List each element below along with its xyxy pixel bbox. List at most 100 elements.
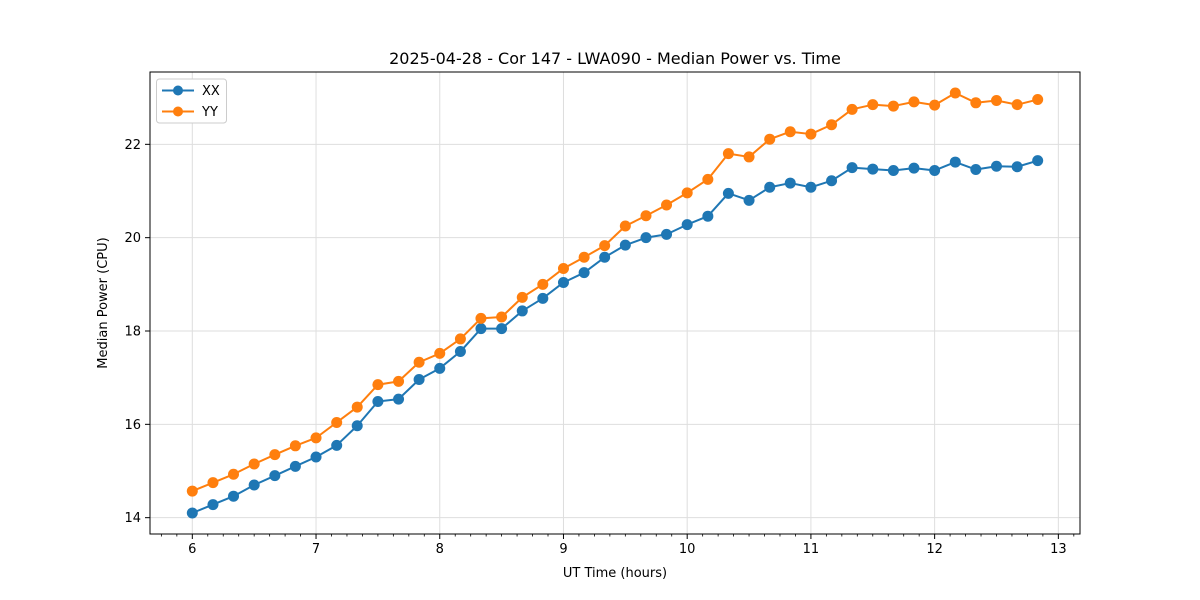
data-point-xx bbox=[351, 420, 363, 432]
data-point-xx bbox=[475, 323, 487, 335]
data-point-xx bbox=[784, 177, 796, 189]
data-point-xx bbox=[990, 160, 1002, 172]
data-point-yy bbox=[784, 126, 796, 138]
data-point-yy bbox=[805, 128, 817, 140]
data-point-xx bbox=[537, 292, 549, 304]
data-point-yy bbox=[578, 251, 590, 263]
data-point-yy bbox=[640, 210, 652, 222]
axes-spines bbox=[149, 71, 1081, 535]
data-point-xx bbox=[640, 232, 652, 244]
y-tick-label: 20 bbox=[124, 231, 141, 246]
data-point-xx bbox=[599, 251, 611, 263]
x-tick-label: 10 bbox=[679, 542, 696, 557]
data-point-yy bbox=[702, 173, 714, 185]
data-point-yy bbox=[990, 94, 1002, 106]
data-point-yy bbox=[310, 432, 322, 444]
data-point-yy bbox=[846, 103, 858, 115]
legend: XX YY bbox=[156, 78, 227, 124]
data-point-xx bbox=[557, 276, 569, 288]
data-point-yy bbox=[186, 485, 198, 497]
data-point-xx bbox=[929, 164, 941, 176]
data-point-yy bbox=[496, 311, 508, 323]
data-point-yy bbox=[372, 379, 384, 391]
data-point-xx bbox=[949, 156, 961, 168]
data-point-xx bbox=[702, 210, 714, 222]
x-tick-label: 7 bbox=[312, 542, 320, 557]
grid-lines bbox=[150, 72, 1080, 534]
data-point-yy bbox=[537, 278, 549, 290]
x-tick-label: 8 bbox=[436, 542, 444, 557]
y-axis-label: Median Power (CPU) bbox=[96, 237, 111, 368]
data-point-yy bbox=[722, 148, 734, 160]
data-point-yy bbox=[1011, 99, 1023, 111]
data-point-yy bbox=[867, 99, 879, 111]
data-point-xx bbox=[722, 187, 734, 199]
data-point-yy bbox=[269, 449, 281, 461]
data-point-yy bbox=[743, 151, 755, 163]
data-point-xx bbox=[661, 228, 673, 240]
data-point-yy bbox=[248, 458, 260, 470]
data-point-yy bbox=[764, 133, 776, 145]
chart-title: 2025-04-28 - Cor 147 - LWA090 - Median P… bbox=[389, 49, 841, 68]
data-point-xx bbox=[619, 239, 631, 251]
data-point-xx bbox=[743, 194, 755, 206]
x-axis-label: UT Time (hours) bbox=[563, 566, 667, 581]
data-point-yy bbox=[887, 100, 899, 112]
x-tick-label: 12 bbox=[926, 542, 943, 557]
data-point-xx bbox=[867, 163, 879, 175]
data-point-yy bbox=[413, 356, 425, 368]
data-point-yy bbox=[1032, 94, 1044, 106]
x-tick-label: 9 bbox=[559, 542, 567, 557]
data-point-xx bbox=[248, 479, 260, 491]
data-point-yy bbox=[908, 96, 920, 108]
data-point-xx bbox=[228, 490, 240, 502]
data-point-yy bbox=[454, 333, 466, 345]
y-tick-label: 22 bbox=[124, 138, 141, 153]
data-point-yy bbox=[681, 187, 693, 199]
data-point-xx bbox=[289, 460, 301, 472]
data-point-yy bbox=[949, 87, 961, 99]
data-point-xx bbox=[681, 219, 693, 231]
data-point-xx bbox=[310, 451, 322, 463]
legend-label: YY bbox=[201, 105, 218, 120]
x-tick-label: 13 bbox=[1050, 542, 1067, 557]
y-tick-label: 14 bbox=[124, 511, 141, 526]
data-point-xx bbox=[269, 470, 281, 482]
data-point-xx bbox=[887, 164, 899, 176]
data-point-yy bbox=[434, 347, 446, 359]
data-point-yy bbox=[351, 401, 363, 413]
data-point-yy bbox=[929, 99, 941, 111]
data-point-xx bbox=[186, 507, 198, 519]
data-point-xx bbox=[413, 374, 425, 386]
data-point-xx bbox=[826, 175, 838, 187]
legend-marker bbox=[173, 106, 183, 117]
x-tick-label: 11 bbox=[803, 542, 820, 557]
data-point-xx bbox=[1032, 155, 1044, 167]
plot-background bbox=[150, 72, 1080, 534]
data-point-yy bbox=[557, 262, 569, 274]
data-point-yy bbox=[599, 240, 611, 252]
data-point-xx bbox=[434, 362, 446, 374]
data-series-layer bbox=[186, 87, 1044, 519]
data-point-yy bbox=[661, 199, 673, 211]
data-point-yy bbox=[970, 97, 982, 109]
data-point-yy bbox=[289, 440, 301, 452]
y-tick-label: 16 bbox=[124, 418, 141, 433]
data-point-xx bbox=[207, 499, 219, 511]
data-point-xx bbox=[1011, 161, 1023, 173]
data-point-xx bbox=[496, 323, 508, 335]
legend-label: XX bbox=[202, 84, 220, 99]
data-point-xx bbox=[970, 164, 982, 176]
x-tick-label: 6 bbox=[188, 542, 196, 557]
data-point-yy bbox=[331, 416, 343, 428]
data-point-xx bbox=[908, 162, 920, 174]
y-tick-label: 18 bbox=[124, 325, 141, 340]
data-point-yy bbox=[207, 477, 219, 489]
axis-ticks-layer: 6 7 8 9 10 11 12 13 14 16 18 20 22 bbox=[124, 138, 1075, 557]
data-point-xx bbox=[393, 393, 405, 405]
data-point-xx bbox=[805, 181, 817, 193]
data-point-yy bbox=[228, 468, 240, 480]
data-point-xx bbox=[578, 267, 590, 279]
data-point-xx bbox=[764, 181, 776, 193]
